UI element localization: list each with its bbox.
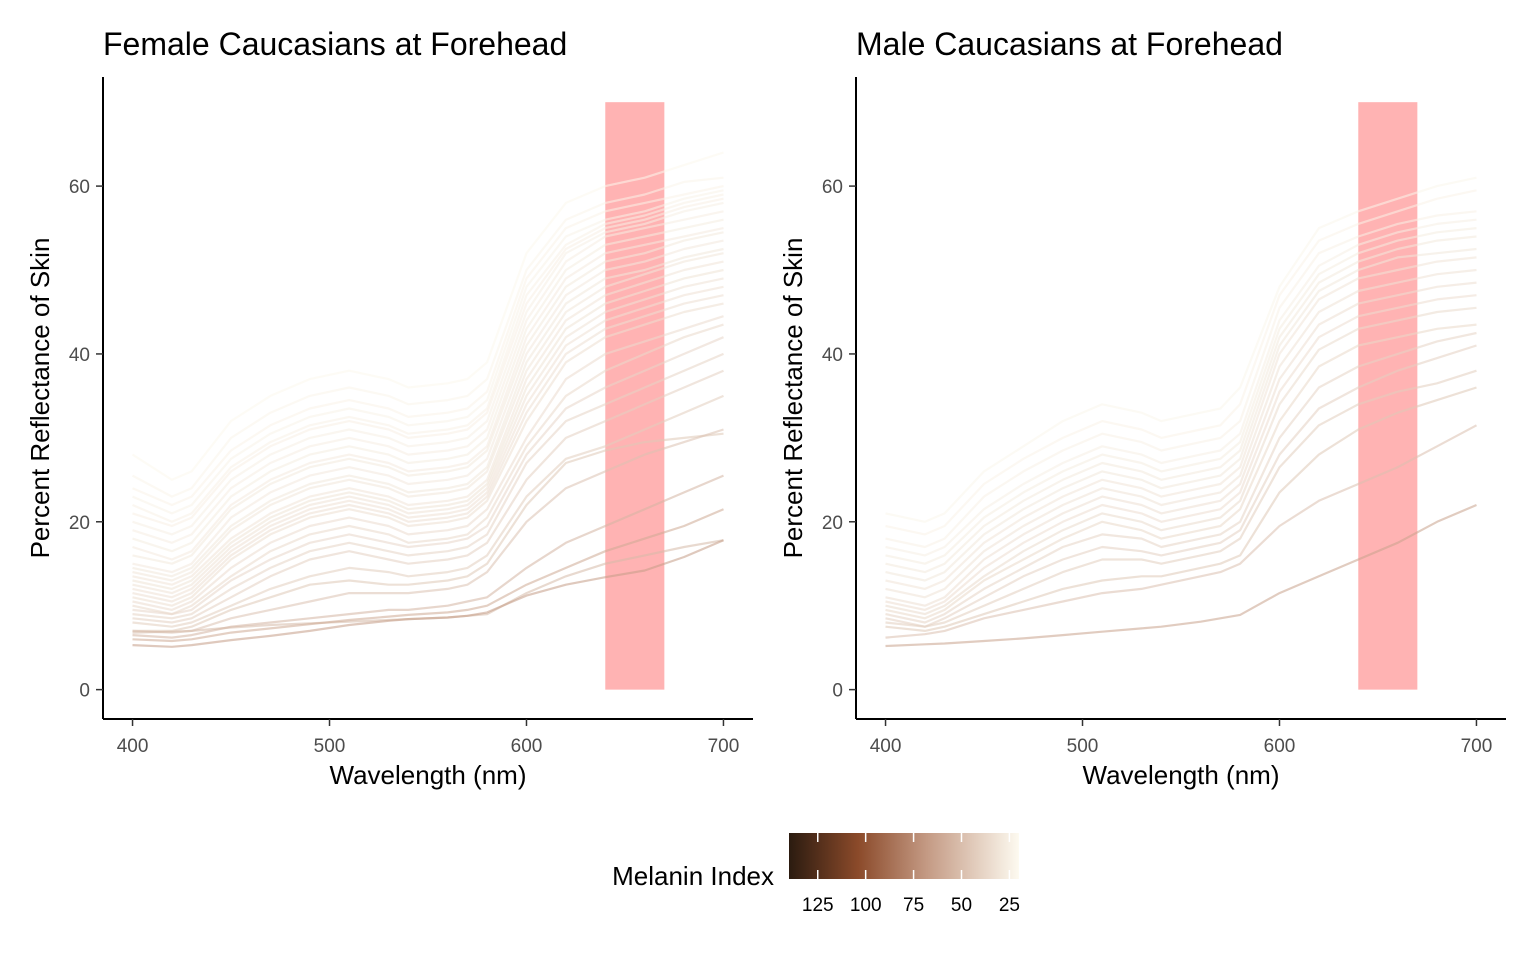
series-line <box>885 247 1477 582</box>
series-line <box>132 247 724 578</box>
series-line <box>131 176 724 498</box>
series-line <box>885 281 1477 607</box>
series-line <box>132 227 724 561</box>
x-tick-label: 600 <box>1264 736 1296 757</box>
series-line <box>885 386 1477 632</box>
series-line <box>132 394 724 628</box>
series-line <box>132 315 724 611</box>
panel-title: Female Caucasians at Forehead <box>103 26 567 62</box>
y-tick-label: 40 <box>822 345 843 366</box>
x-tick-label: 400 <box>117 736 149 757</box>
x-tick-label: 700 <box>708 736 740 757</box>
series-line <box>885 210 1477 549</box>
panel-title: Male Caucasians at Forehead <box>856 26 1283 62</box>
legend-tick-label: 100 <box>850 895 882 916</box>
x-tick-label: 400 <box>870 736 902 757</box>
legend-tick-label: 50 <box>951 895 972 916</box>
series-line <box>132 539 724 648</box>
legend-tick-label: 75 <box>903 895 924 916</box>
melanin-legend: Melanin Index 125 100 75 50 25 <box>612 833 1020 916</box>
series-line <box>132 428 724 634</box>
y-axis-title: Percent Reflectance of Skin <box>25 238 55 559</box>
x-tick-label: 700 <box>1461 736 1493 757</box>
x-tick-label: 500 <box>314 736 346 757</box>
series-line <box>132 185 724 507</box>
series-line <box>132 336 724 616</box>
series-line <box>132 231 724 565</box>
female-panel: Female Caucasians at Forehead 400 500 600 7… <box>25 26 753 790</box>
series-lines <box>885 176 1478 648</box>
series-line <box>885 331 1477 624</box>
series-line <box>885 306 1477 616</box>
series-line <box>132 302 724 607</box>
axis-ticks: 400 500 600 700 0 20 40 60 <box>822 177 1492 757</box>
series-line <box>885 189 1477 536</box>
series-line <box>132 474 724 639</box>
series-line <box>885 344 1477 628</box>
series-line <box>132 294 724 603</box>
series-line <box>132 369 724 624</box>
series-line <box>885 294 1477 611</box>
series-line <box>885 256 1477 590</box>
series-line <box>885 235 1477 574</box>
series-line <box>132 268 724 590</box>
series-line <box>132 260 724 586</box>
series-line <box>132 239 724 574</box>
series-line <box>132 508 724 643</box>
legend-colorbar <box>789 833 1019 879</box>
series-line <box>132 197 724 528</box>
series-line <box>132 252 724 582</box>
y-tick-label: 60 <box>69 177 90 198</box>
x-tick-label: 500 <box>1067 736 1099 757</box>
series-line <box>132 285 724 599</box>
y-tick-label: 20 <box>69 513 90 534</box>
legend-title: Melanin Index <box>612 861 774 891</box>
y-tick-label: 20 <box>822 513 843 534</box>
y-tick-label: 0 <box>832 681 843 702</box>
series-line <box>885 227 1477 565</box>
series-line <box>885 268 1477 599</box>
x-axis-title: Wavelength (nm) <box>330 760 527 790</box>
series-line <box>131 151 724 481</box>
y-tick-label: 0 <box>79 681 90 702</box>
male-panel: Male Caucasians at Forehead 400 500 600 700… <box>778 26 1506 790</box>
series-line <box>132 210 724 544</box>
x-axis-title: Wavelength (nm) <box>1083 760 1280 790</box>
series-line <box>885 218 1477 557</box>
axis-ticks: 400 500 600 700 0 20 40 60 <box>69 177 739 757</box>
series-line <box>132 352 724 620</box>
series-line <box>132 201 724 536</box>
y-tick-label: 40 <box>69 345 90 366</box>
series-line <box>132 432 724 632</box>
series-line <box>132 193 724 523</box>
series-line <box>132 277 724 595</box>
series-lines <box>131 151 724 648</box>
y-axis-title: Percent Reflectance of Skin <box>778 238 808 559</box>
legend-tick-label: 25 <box>999 895 1020 916</box>
series-line <box>132 218 724 553</box>
series-line <box>885 176 1477 523</box>
series-line <box>885 424 1478 639</box>
legend-tick-label: 125 <box>802 895 834 916</box>
series-line <box>885 503 1477 648</box>
series-line <box>885 323 1477 620</box>
x-tick-label: 600 <box>511 736 543 757</box>
series-line <box>885 369 1477 628</box>
series-line <box>132 323 724 616</box>
series-line <box>132 189 724 515</box>
legend-ticks: 125 100 75 50 25 <box>802 833 1020 916</box>
y-tick-label: 60 <box>822 177 843 198</box>
